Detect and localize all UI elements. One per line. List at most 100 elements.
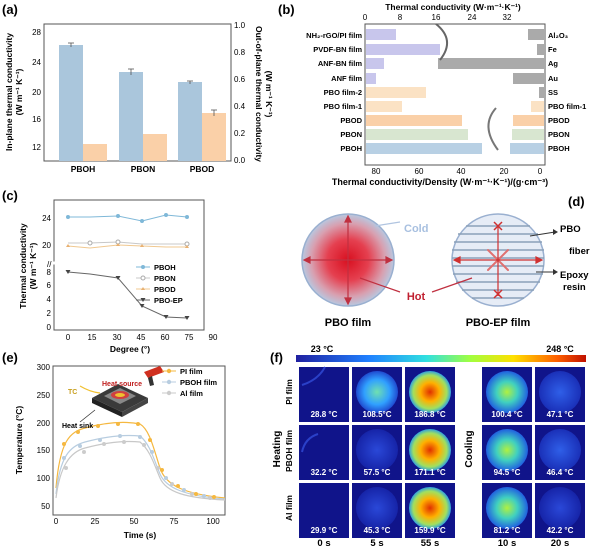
svg-text:24: 24 xyxy=(32,58,41,67)
svg-text:108.5°C: 108.5°C xyxy=(363,410,392,419)
svg-text:200: 200 xyxy=(37,419,51,428)
svg-text:Heat sink: Heat sink xyxy=(62,423,93,430)
svg-text:Al₂O₃: Al₂O₃ xyxy=(548,31,569,40)
svg-text:0.8: 0.8 xyxy=(234,48,246,57)
svg-text:40: 40 xyxy=(457,167,466,176)
svg-text:Epoxy: Epoxy xyxy=(560,270,589,281)
svg-text:0.6: 0.6 xyxy=(234,75,246,84)
svg-text:75: 75 xyxy=(185,333,194,342)
row-labels-f: PI film PBOH film Al film Heating Coolin… xyxy=(272,379,475,521)
pbo-ep-film-diagram xyxy=(451,213,545,307)
svg-text:45.3 °C: 45.3 °C xyxy=(364,526,391,535)
svg-text:ANF-BN film: ANF-BN film xyxy=(318,59,362,68)
legend-e: PI film PBOH film Al film xyxy=(162,367,217,398)
svg-text:Ag: Ag xyxy=(548,59,558,68)
svg-text:0: 0 xyxy=(363,13,368,22)
ylabel-right-a: Out-of-plane thermal conductivity (W m⁻¹… xyxy=(254,26,274,162)
svg-text:94.5 °C: 94.5 °C xyxy=(494,468,521,477)
svg-text:100: 100 xyxy=(37,474,51,483)
svg-text:PI film: PI film xyxy=(180,367,203,376)
series-c xyxy=(65,213,190,320)
svg-text:150: 150 xyxy=(37,446,51,455)
svg-text:1.0: 1.0 xyxy=(234,21,246,30)
bar-pboh-out-of-plane xyxy=(83,144,107,161)
xticks-a: PBOH PBON PBOD xyxy=(71,164,215,174)
svg-text:ANF film: ANF film xyxy=(331,74,362,83)
colorbar-max: 248 °C xyxy=(546,344,574,354)
svg-text:30: 30 xyxy=(113,333,122,342)
svg-text:10 s: 10 s xyxy=(498,538,517,547)
panel-label-e: (e) xyxy=(2,350,18,365)
svg-text:0: 0 xyxy=(47,323,52,332)
svg-text:75: 75 xyxy=(170,517,179,526)
svg-text:8: 8 xyxy=(47,268,52,277)
plot-frame-e xyxy=(52,365,226,516)
svg-text:(W m⁻¹ K⁻¹): (W m⁻¹ K⁻¹) xyxy=(28,242,38,289)
svg-text:PBO film: PBO film xyxy=(325,317,372,329)
pbo-film-diagram xyxy=(301,213,395,307)
svg-text:60: 60 xyxy=(415,167,424,176)
ylabel-c: Thermal conductivity (W m⁻¹ K⁻¹) xyxy=(18,223,38,309)
plot-frame-c xyxy=(53,199,205,331)
svg-text:45: 45 xyxy=(137,333,146,342)
svg-text:In-plane thermal conductivity: In-plane thermal conductivity xyxy=(4,33,14,151)
annotations-d: Cold Hot PBO Epoxy PBO film PBO-EP film … xyxy=(325,221,589,329)
bars-a xyxy=(59,42,226,161)
svg-text:4: 4 xyxy=(47,295,52,304)
top-axis-title-b: Thermal conductivity (W·m⁻¹·K⁻¹) xyxy=(385,2,521,12)
yticks-left-a: 28 24 20 16 12 xyxy=(32,28,41,152)
svg-text:2: 2 xyxy=(47,309,52,318)
svg-text:24: 24 xyxy=(42,214,51,223)
svg-text:20: 20 xyxy=(42,241,51,250)
svg-text:PBO-EP film: PBO-EP film xyxy=(466,317,531,329)
svg-text:PBON: PBON xyxy=(548,130,570,139)
svg-text:28: 28 xyxy=(32,28,41,37)
svg-text:PBOD: PBOD xyxy=(190,164,215,174)
svg-text:47.1 °C: 47.1 °C xyxy=(547,410,574,419)
svg-text:32.2 °C: 32.2 °C xyxy=(311,468,338,477)
bar-pbon-in-plane xyxy=(119,72,143,161)
svg-text:186.8 °C: 186.8 °C xyxy=(414,410,445,419)
panel-label-a: (a) xyxy=(2,2,18,17)
svg-text:(W m⁻¹ K⁻¹): (W m⁻¹ K⁻¹) xyxy=(14,68,24,115)
svg-text:20: 20 xyxy=(500,167,509,176)
svg-text:PBO-EP: PBO-EP xyxy=(154,296,183,305)
svg-text:PBON: PBON xyxy=(154,274,176,283)
setup-illustration-e: Heat source TC Heat sink xyxy=(62,366,164,430)
svg-text:Heat source: Heat source xyxy=(102,381,142,388)
svg-text:0: 0 xyxy=(66,333,71,342)
svg-text:50: 50 xyxy=(130,517,139,526)
panel-label-c: (c) xyxy=(2,188,18,203)
svg-text:PBO: PBO xyxy=(560,224,581,235)
svg-text:16: 16 xyxy=(432,13,441,22)
svg-text:PVDF-BN film: PVDF-BN film xyxy=(313,45,362,54)
svg-text:0: 0 xyxy=(538,167,543,176)
panel-label-f: (f) xyxy=(270,350,283,365)
svg-text:81.2 °C: 81.2 °C xyxy=(494,526,521,535)
svg-text:PBOH film: PBOH film xyxy=(284,430,294,472)
svg-text:20 s: 20 s xyxy=(551,538,570,547)
svg-text:(W m⁻¹ K⁻¹): (W m⁻¹ K⁻¹) xyxy=(264,71,274,118)
right-labels-b: Al₂O₃ Fe Ag Au SS PBO film-1 PBOD PBON P… xyxy=(548,31,586,153)
svg-text:0.2: 0.2 xyxy=(234,129,246,138)
panel-label-d: (d) xyxy=(568,194,585,209)
svg-text:20: 20 xyxy=(32,88,41,97)
svg-text:28.8 °C: 28.8 °C xyxy=(311,410,338,419)
bottom-ticks-b: 80 60 40 20 0 xyxy=(372,167,543,176)
pbo-fiber-label-line2: fiber xyxy=(569,246,590,257)
svg-text:Thermal conductivity: Thermal conductivity xyxy=(18,223,28,309)
svg-text:PBOD: PBOD xyxy=(154,285,176,294)
svg-text:24: 24 xyxy=(468,13,477,22)
svg-text:PBOD: PBOD xyxy=(548,116,570,125)
svg-text:0: 0 xyxy=(54,517,59,526)
svg-text:55 s: 55 s xyxy=(421,538,440,547)
svg-text:PBOH: PBOH xyxy=(548,144,570,153)
svg-text:PBO film-1: PBO film-1 xyxy=(324,102,362,111)
svg-text:Al film: Al film xyxy=(180,389,203,398)
svg-text:12: 12 xyxy=(32,143,41,152)
yticks-e: 300 250 200 150 100 50 xyxy=(37,363,51,511)
yticks-c: 24 20 8 6 4 2 0 xyxy=(42,214,51,332)
bars-b xyxy=(366,23,544,154)
svg-text:PBOH: PBOH xyxy=(154,263,176,272)
panel-label-b: (b) xyxy=(278,2,295,17)
